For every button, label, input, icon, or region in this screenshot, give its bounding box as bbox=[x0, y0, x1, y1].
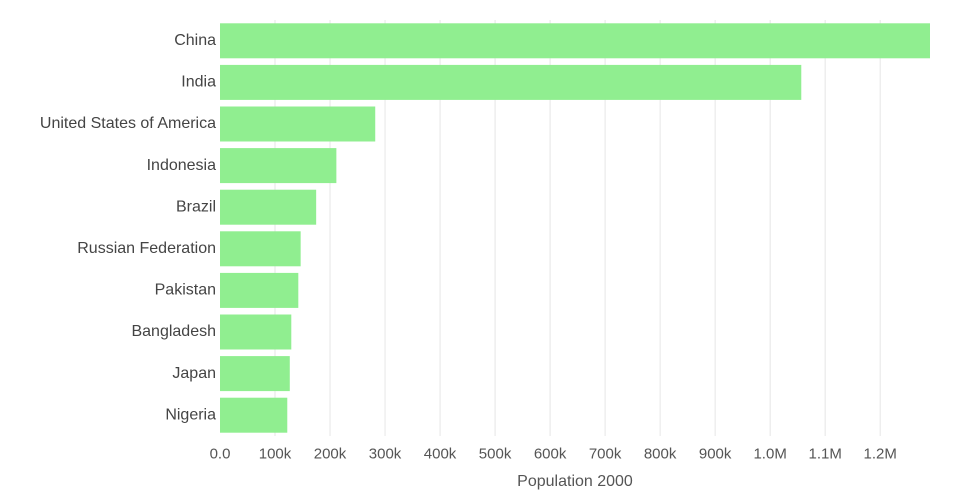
x-tick-label: 400k bbox=[424, 445, 457, 462]
x-tick-label: 1.0M bbox=[753, 445, 786, 462]
bar[interactable] bbox=[220, 64, 802, 100]
x-axis-ticks-layer: 0.0 100k 200k 300k 400k 500k 600k 700k 800k 900k 1… bbox=[210, 445, 897, 462]
category-label: Pakistan bbox=[155, 282, 216, 299]
bar[interactable] bbox=[220, 189, 317, 225]
bar[interactable] bbox=[220, 397, 288, 433]
category-label: India bbox=[181, 74, 216, 91]
bar[interactable] bbox=[220, 356, 290, 392]
bar[interactable] bbox=[220, 314, 292, 350]
x-tick-label: 100k bbox=[259, 445, 292, 462]
category-label: China bbox=[174, 32, 216, 49]
x-tick-label: 1.2M bbox=[864, 445, 897, 462]
category-label: Russian Federation bbox=[77, 240, 216, 257]
bar[interactable] bbox=[220, 272, 299, 308]
bars-layer bbox=[220, 23, 930, 433]
x-tick-label: 300k bbox=[369, 445, 402, 462]
category-label: United States of America bbox=[40, 115, 216, 132]
x-tick-label: 700k bbox=[589, 445, 622, 462]
x-tick-label: 200k bbox=[314, 445, 347, 462]
category-labels-layer: China India United States of America Indone… bbox=[40, 32, 216, 423]
x-axis-title: Population 2000 bbox=[517, 473, 633, 490]
x-tick-label: 600k bbox=[534, 445, 567, 462]
category-label: Bangladesh bbox=[131, 323, 216, 340]
category-label: Indonesia bbox=[147, 157, 216, 174]
x-tick-label: 1.1M bbox=[808, 445, 841, 462]
category-label: Brazil bbox=[176, 198, 216, 215]
x-tick-label: 0.0 bbox=[210, 445, 231, 462]
x-tick-label: 500k bbox=[479, 445, 512, 462]
x-tick-label: 900k bbox=[699, 445, 732, 462]
bar[interactable] bbox=[220, 148, 337, 184]
x-tick-label: 800k bbox=[644, 445, 677, 462]
category-label: Japan bbox=[172, 365, 216, 382]
bar[interactable] bbox=[220, 231, 301, 267]
bar[interactable] bbox=[220, 106, 376, 142]
category-label: Nigeria bbox=[165, 406, 216, 423]
bar[interactable] bbox=[220, 23, 930, 59]
